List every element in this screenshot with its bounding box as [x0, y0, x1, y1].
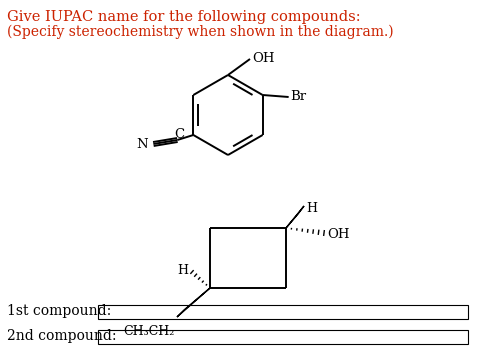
Text: 1st compound:: 1st compound: — [7, 304, 111, 318]
Text: 2nd compound:: 2nd compound: — [7, 329, 117, 343]
Text: CH₃CH₂: CH₃CH₂ — [123, 325, 174, 338]
Polygon shape — [286, 206, 304, 228]
Text: H: H — [306, 203, 317, 216]
Text: C: C — [174, 129, 184, 142]
Text: (Specify stereochemistry when shown in the diagram.): (Specify stereochemistry when shown in t… — [7, 25, 394, 40]
Polygon shape — [177, 288, 210, 317]
Text: N: N — [137, 138, 148, 151]
Bar — [98, 305, 468, 319]
Text: Br: Br — [291, 90, 307, 103]
Text: OH: OH — [252, 53, 275, 65]
Text: H: H — [177, 265, 188, 277]
Text: OH: OH — [327, 228, 349, 241]
Bar — [98, 330, 468, 344]
Text: Give IUPAC name for the following compounds:: Give IUPAC name for the following compou… — [7, 10, 360, 24]
